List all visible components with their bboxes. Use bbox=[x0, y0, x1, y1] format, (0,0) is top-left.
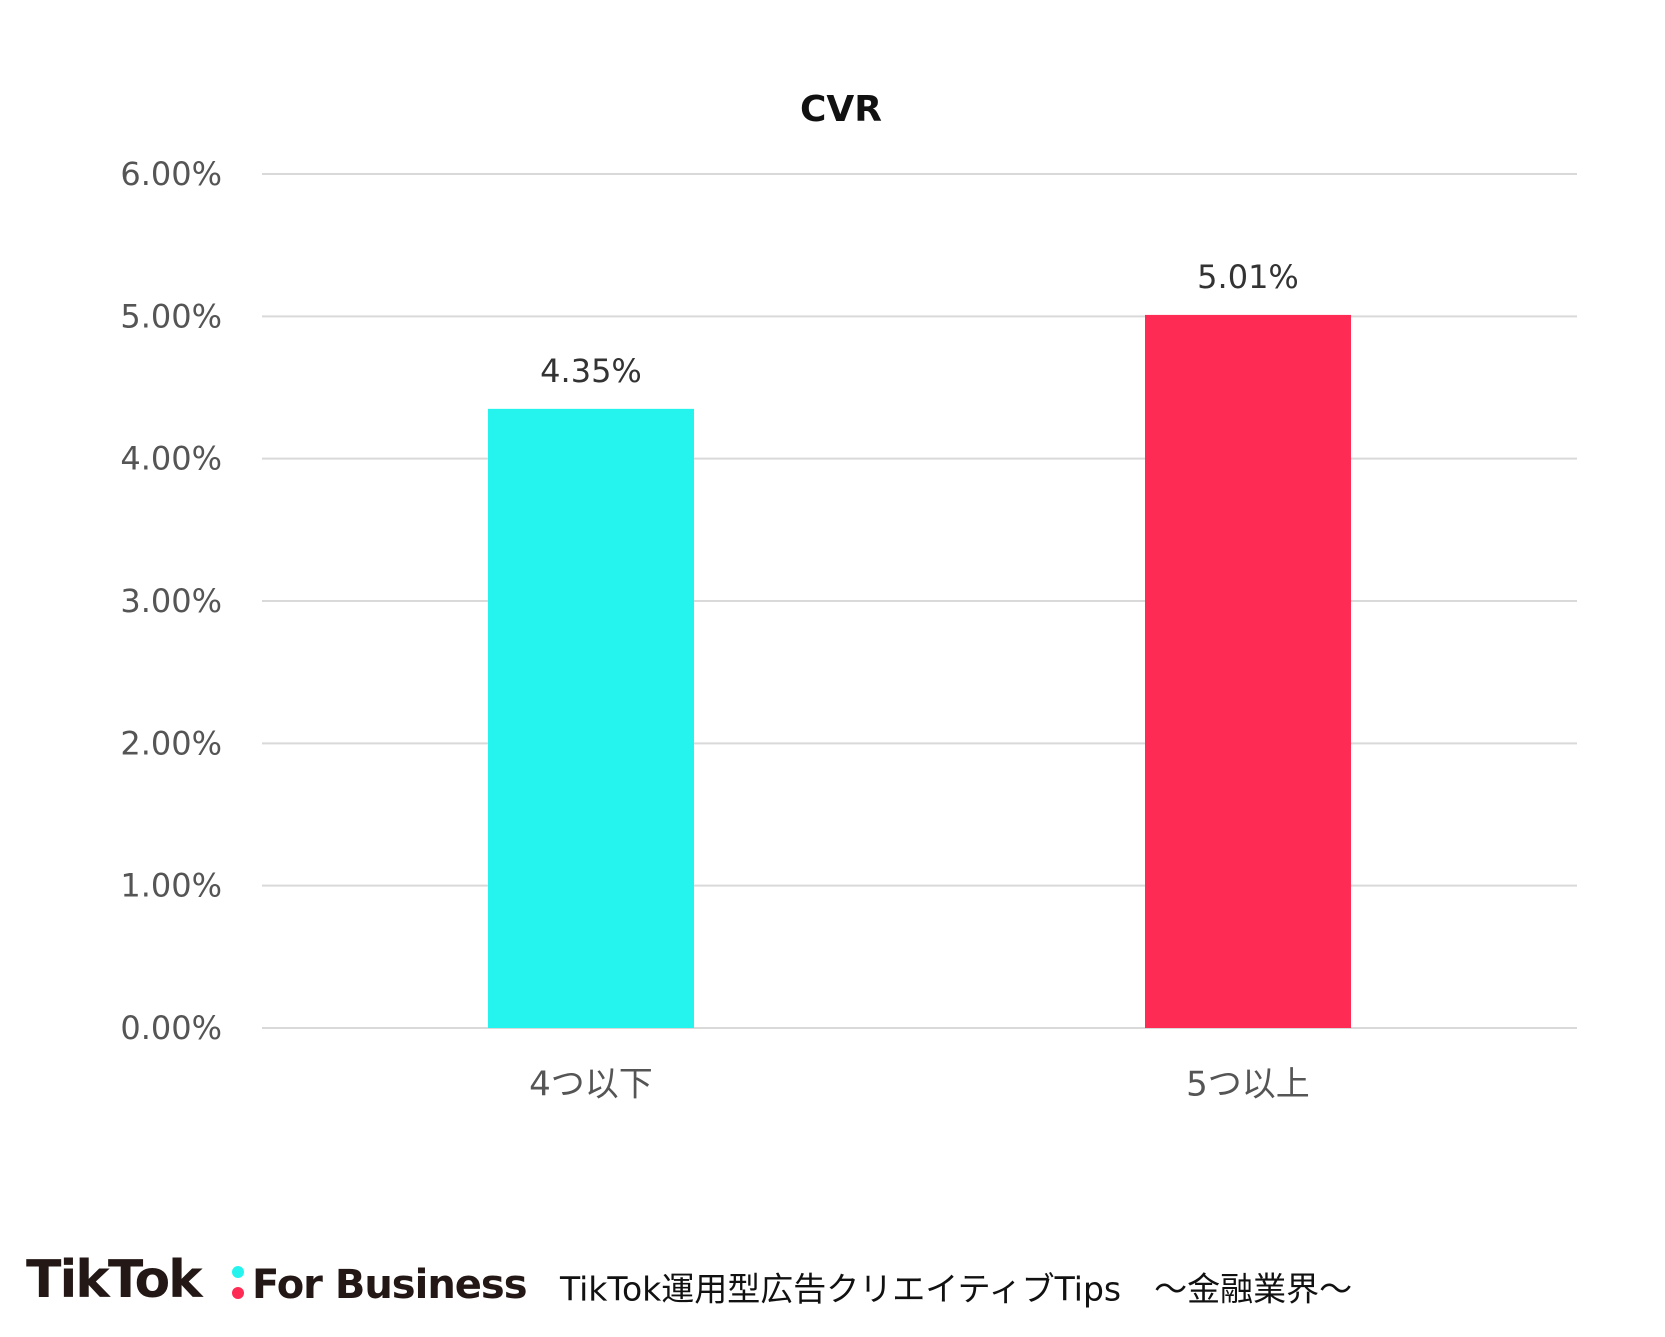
brand-suffix: For Business bbox=[252, 1262, 527, 1308]
footer: TikTok For Business TikTok運用型広告クリエイティブTi… bbox=[26, 1250, 1352, 1310]
bar bbox=[1145, 314, 1351, 1028]
logo-dot bbox=[232, 1266, 244, 1278]
chart-title: CVR bbox=[800, 89, 882, 130]
caption: TikTok運用型広告クリエイティブTips ～金融業界～ bbox=[559, 1270, 1352, 1309]
y-tick-label: 5.00% bbox=[120, 297, 222, 335]
y-tick-label: 4.00% bbox=[120, 440, 222, 478]
y-tick-label: 0.00% bbox=[120, 1009, 222, 1047]
bar bbox=[488, 408, 694, 1029]
y-tick-label: 1.00% bbox=[120, 867, 222, 905]
logo-dot bbox=[232, 1287, 244, 1299]
x-tick-label: 4つ以下 bbox=[529, 1065, 653, 1105]
y-tick-label: 3.00% bbox=[120, 582, 222, 620]
y-tick-label: 6.00% bbox=[120, 155, 222, 193]
brand: TikTok bbox=[26, 1250, 204, 1310]
y-tick-label: 2.00% bbox=[120, 724, 222, 762]
value-label: 4.35% bbox=[540, 352, 642, 390]
value-label: 5.01% bbox=[1197, 258, 1299, 296]
x-tick-label: 5つ以上 bbox=[1186, 1065, 1310, 1105]
